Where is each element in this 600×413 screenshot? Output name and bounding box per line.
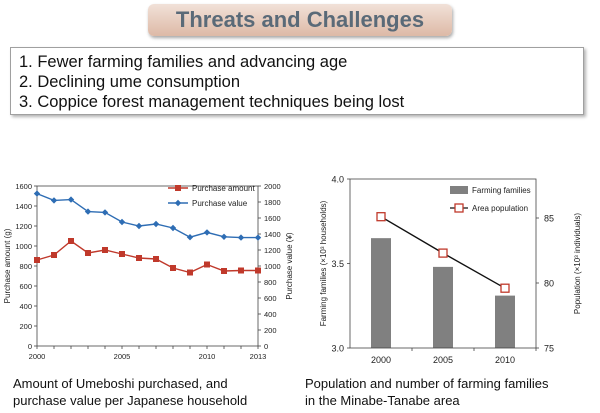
purchase-amount-point: [34, 257, 40, 263]
purchase-amount-point: [102, 247, 108, 253]
purchase-amount-point: [136, 255, 142, 261]
y-right-tick-label: 1600: [264, 214, 281, 223]
purchase-amount-point: [68, 238, 74, 244]
purchase-amount-point: [221, 268, 227, 274]
purchase-amount-point: [204, 261, 210, 268]
purchase-value-point: [186, 234, 194, 241]
purchase-amount-point: [119, 251, 125, 257]
y-left-tick-label: 800: [19, 262, 32, 271]
purchase-amount-point: [187, 269, 193, 276]
farming-population-chart: 3.0 3.5 4.0 75 80 85 2000 2005 2010 Farming famil…: [319, 175, 582, 366]
purchase-value-point: [84, 208, 92, 215]
threats-list: 1. Fewer farming families and advancing …: [10, 47, 584, 115]
purchase-value-point: [203, 229, 211, 236]
purchase-value-point: [118, 218, 126, 226]
purchase-amount-point: [85, 250, 91, 256]
x-tick-label: 2010: [495, 355, 515, 365]
area-population-point: [376, 212, 386, 222]
farming-families-bar: [433, 266, 453, 348]
y-right-tick-label: 800: [264, 278, 277, 287]
legend-amount-label: Purchase amount: [192, 184, 255, 193]
purchase-value-point: [237, 234, 245, 241]
area-population-point: [500, 283, 510, 293]
y-right-tick-label: 600: [264, 294, 277, 303]
y-left-axis-label: Farming families (×10³ households): [319, 200, 328, 326]
purchase-amount-point: [51, 252, 57, 258]
y-right-tick-label: 400: [264, 310, 277, 319]
purchase-value-point: [50, 197, 58, 204]
purchase-amount-point: [255, 267, 261, 274]
y-left-tick-label: 4.0: [331, 175, 344, 185]
y-left-tick-label: 1000: [15, 242, 32, 251]
y-right-tick-label: 1800: [264, 198, 281, 207]
list-item: 2. Declining ume consumption: [19, 73, 241, 91]
legend-bar-swatch: [450, 186, 468, 194]
purchase-amount-line: [36, 240, 258, 274]
purchase-value-point: [152, 220, 160, 228]
farming-families-bar: [495, 295, 515, 348]
y-left-tick-label: 1600: [15, 182, 32, 191]
caption-line: purchase value per Japanese household: [13, 393, 248, 408]
x-tick-label: 2013: [250, 352, 267, 361]
umeboshi-purchase-chart: 0 200 400 600 800 1000 1200 1400 1600 0 200 400 600 8…: [3, 182, 294, 361]
purchase-amount-point: [170, 265, 176, 271]
purchase-value-point: [135, 222, 143, 230]
title-banner: Threats and Challenges: [148, 4, 452, 36]
list-item: 3. Coppice forest management techniques …: [19, 93, 405, 111]
purchase-amount-point: [153, 256, 159, 262]
purchase-value-point: [220, 233, 228, 240]
y-left-tick-label: 0: [28, 342, 32, 351]
caption-line: Amount of Umeboshi purchased, and: [13, 376, 228, 391]
x-tick-label: 2000: [29, 352, 46, 361]
legend-value-marker: [174, 199, 182, 207]
y-left-tick-label: 1400: [15, 202, 32, 211]
purchase-value-point: [169, 224, 177, 232]
legend-bar-label: Farming families: [472, 186, 531, 195]
y-left-tick-label: 200: [19, 322, 32, 331]
purchase-value-line: [36, 192, 258, 239]
left-chart-caption: Amount of Umeboshi purchased, and purcha…: [13, 375, 247, 409]
y-right-tick-label: 80: [544, 279, 554, 289]
y-right-axis-label: Purchase value (¥): [285, 232, 294, 299]
area-population-point: [438, 248, 448, 258]
farming-families-bar: [371, 238, 391, 348]
purchase-value-point: [101, 209, 109, 216]
y-right-axis-label: Population (×10³ individuals): [573, 213, 582, 315]
page-title: Threats and Challenges: [175, 7, 425, 32]
y-right-tick-label: 1200: [264, 246, 281, 255]
legend-population-marker: [454, 203, 464, 213]
y-right-tick-label: 2000: [264, 182, 281, 191]
y-left-tick-label: 3.5: [331, 259, 344, 269]
y-right-tick-label: 1400: [264, 230, 281, 239]
legend-value-label: Purchase value: [192, 199, 248, 208]
y-right-tick-label: 0: [264, 342, 268, 351]
legend-population-label: Area population: [472, 204, 528, 213]
y-right-tick-label: 200: [264, 326, 277, 335]
legend-amount-marker: [175, 185, 181, 191]
y-left-tick-label: 400: [19, 302, 32, 311]
right-chart-caption: Population and number of farming familie…: [305, 375, 549, 409]
x-tick-label: 2010: [199, 352, 216, 361]
x-tick-label: 2005: [114, 352, 131, 361]
purchase-value-point: [33, 190, 41, 197]
y-right-tick-label: 85: [544, 214, 554, 224]
x-tick-label: 2000: [371, 355, 391, 365]
x-tick-label: 2005: [433, 355, 453, 365]
y-left-tick-label: 3.0: [331, 344, 344, 354]
purchase-amount-point: [238, 267, 244, 274]
y-left-axis-label: Purchase amount (g): [3, 228, 12, 303]
y-left-tick-label: 1200: [15, 222, 32, 231]
list-item: 1. Fewer farming families and advancing …: [19, 53, 348, 71]
y-right-tick-label: 1000: [264, 262, 281, 271]
y-right-tick-label: 75: [544, 344, 554, 354]
caption-line: in the Minabe-Tanabe area: [305, 393, 460, 408]
plot-frame: [36, 185, 259, 347]
y-left-tick-label: 600: [19, 282, 32, 291]
caption-line: Population and number of farming familie…: [305, 376, 549, 391]
purchase-value-point: [254, 234, 262, 241]
purchase-value-point: [67, 196, 75, 203]
